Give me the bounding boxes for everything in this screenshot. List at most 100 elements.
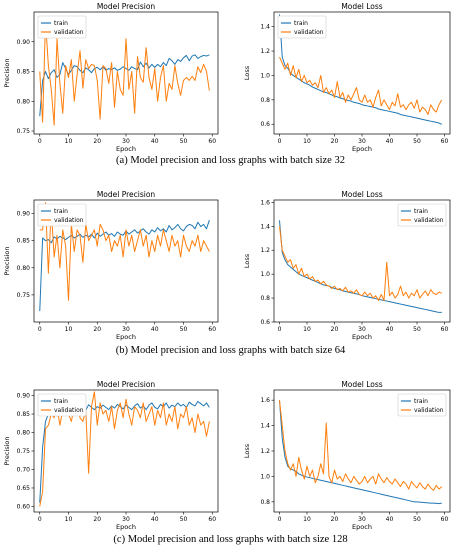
y-tick-label: 0.90 [17, 39, 31, 46]
x-tick-label: 10 [303, 326, 311, 333]
x-axis-label: Epoch [352, 523, 372, 531]
y-tick-label: 1.4 [260, 24, 270, 31]
legend-label: train [294, 20, 308, 27]
x-tick-label: 20 [93, 326, 101, 333]
series-line-train [279, 14, 442, 125]
caption-batch-32: (a) Model precision and loss graphs with… [116, 155, 345, 166]
x-tick-label: 50 [180, 326, 188, 333]
y-tick-label: 0.6 [260, 319, 270, 326]
y-tick-label: 1.4 [260, 423, 270, 430]
chart-1: Model Loss 0 10 20 30 40 50 60 0.6 0.8 1.0 1.2 1.4 Ep… [243, 2, 451, 153]
legend-label: train [54, 20, 68, 27]
x-tick-label: 60 [441, 326, 449, 333]
y-axis-label: Loss [243, 253, 251, 268]
x-tick-label: 10 [303, 138, 311, 145]
plot-frame [33, 199, 219, 323]
chart-2: Model Precision 0 10 20 30 40 50 60 0.75 0.80 0.85… [3, 190, 219, 341]
y-tick-label: 0.90 [17, 211, 31, 218]
x-tick-label: 40 [386, 326, 394, 333]
chart-title: Model Loss [341, 2, 382, 11]
x-tick-label: 40 [151, 516, 159, 523]
x-tick-label: 50 [413, 326, 421, 333]
x-tick-label: 60 [441, 138, 449, 145]
plot-frame [273, 199, 451, 323]
y-axis-label: Precision [3, 58, 11, 87]
y-tick-label: 0.6 [260, 121, 270, 128]
chart-title: Model Precision [97, 2, 156, 11]
x-tick-label: 60 [208, 516, 216, 523]
x-tick-label: 30 [122, 326, 130, 333]
x-tick-label: 50 [413, 516, 421, 523]
x-tick-label: 20 [331, 138, 339, 145]
x-tick-label: 0 [38, 516, 42, 523]
y-axis-label: Loss [243, 443, 251, 458]
chart-3: Model Loss 0 10 20 30 40 50 60 0.6 0.8 1.0 1.2 1.4 1.… [243, 190, 451, 341]
chart-4: Model Precision 0 10 20 30 40 50 60 0.60 0.65 0.70… [3, 380, 219, 531]
y-tick-label: 0.65 [17, 485, 31, 492]
series-line-train [279, 400, 442, 505]
x-tick-label: 50 [180, 516, 188, 523]
y-tick-label: 1.0 [260, 473, 270, 480]
legend-label: validation [294, 29, 324, 36]
chart-title: Model Precision [97, 190, 156, 199]
x-tick-label: 0 [38, 138, 42, 145]
y-tick-label: 1.0 [260, 72, 270, 79]
chart-title: Model Loss [341, 190, 382, 199]
y-axis-label: Precision [3, 436, 11, 465]
x-tick-label: 50 [413, 138, 421, 145]
y-tick-label: 1.2 [260, 448, 270, 455]
x-tick-label: 40 [386, 516, 394, 523]
y-axis-label: Precision [3, 246, 11, 275]
y-tick-label: 1.6 [260, 199, 270, 206]
y-tick-label: 1.2 [260, 247, 270, 254]
x-axis-label: Epoch [116, 523, 136, 531]
x-tick-label: 20 [331, 516, 339, 523]
chart-title: Model Precision [97, 380, 156, 389]
x-tick-label: 10 [65, 138, 73, 145]
y-tick-label: 0.8 [260, 295, 270, 302]
y-tick-label: 0.85 [17, 411, 31, 418]
x-axis-label: Epoch [116, 333, 136, 341]
legend-label: train [414, 208, 428, 215]
x-tick-label: 40 [151, 326, 159, 333]
x-tick-label: 30 [358, 516, 366, 523]
x-tick-label: 20 [93, 516, 101, 523]
x-tick-label: 30 [122, 138, 130, 145]
x-tick-label: 10 [303, 516, 311, 523]
legend-label: validation [414, 217, 444, 224]
x-axis-label: Epoch [116, 145, 136, 153]
y-tick-label: 0.80 [17, 265, 31, 272]
y-tick-label: 0.80 [17, 430, 31, 437]
plot-frame [273, 389, 451, 513]
y-tick-label: 0.75 [17, 292, 31, 299]
x-tick-label: 60 [208, 326, 216, 333]
y-tick-label: 1.6 [260, 397, 270, 404]
x-tick-label: 60 [208, 138, 216, 145]
x-tick-label: 20 [331, 326, 339, 333]
y-tick-label: 0.8 [260, 499, 270, 506]
series-line-validation [39, 20, 210, 126]
x-tick-label: 10 [65, 516, 73, 523]
x-tick-label: 30 [358, 326, 366, 333]
y-tick-label: 0.85 [17, 238, 31, 245]
x-tick-label: 40 [386, 138, 394, 145]
x-tick-label: 0 [278, 138, 282, 145]
x-tick-label: 60 [441, 516, 449, 523]
plot-frame [33, 11, 219, 135]
x-tick-label: 0 [278, 326, 282, 333]
y-tick-label: 0.80 [17, 98, 31, 105]
series-line-validation [279, 226, 442, 301]
legend-label: train [54, 398, 68, 405]
legend-label: validation [54, 217, 84, 224]
y-tick-label: 0.8 [260, 97, 270, 104]
y-tick-label: 0.75 [17, 128, 31, 135]
x-axis-label: Epoch [352, 145, 372, 153]
x-tick-label: 30 [122, 516, 130, 523]
x-tick-label: 0 [278, 516, 282, 523]
series-line-validation [279, 56, 443, 115]
x-tick-label: 30 [358, 138, 366, 145]
caption-batch-64: (b) Model precision and loss graphs with… [115, 345, 346, 356]
x-tick-label: 20 [93, 138, 101, 145]
chart-0: Model Precision 0 10 20 30 40 50 60 0.75 0.80 0.85… [3, 2, 219, 153]
